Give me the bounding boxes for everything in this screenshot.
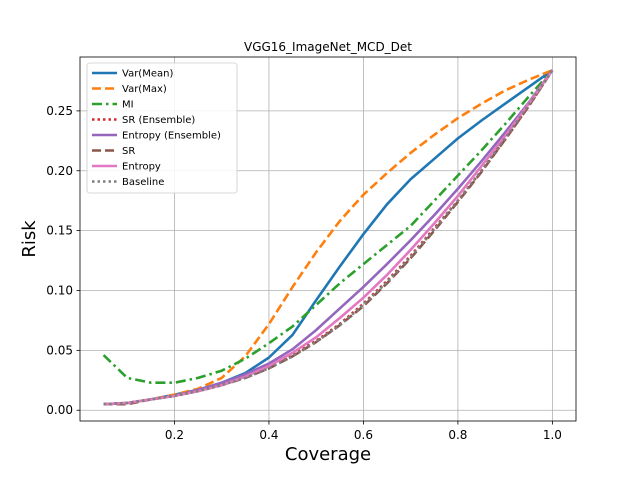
x-axis-title: Coverage — [285, 444, 371, 465]
y-tick-label: 0.00 — [46, 403, 73, 417]
series-layer — [102, 68, 554, 406]
y-tick-label: 0.15 — [46, 224, 73, 238]
legend-label-sr-ensemble: SR (Ensemble) — [122, 115, 195, 126]
x-tick-label: 0.8 — [448, 428, 467, 442]
legend-label-entropy: Entropy — [122, 162, 161, 173]
x-tick-label: 0.4 — [259, 428, 278, 442]
y-tick-label: 0.10 — [46, 283, 73, 297]
legend-label-sr: SR — [122, 146, 135, 157]
x-tick-label: 0.2 — [165, 428, 184, 442]
chart-title: VGG16_ImageNet_MCD_Det — [244, 40, 412, 54]
legend-label-var-mean: Var(Mean) — [122, 69, 173, 80]
legend: Var(Mean) Var(Max) MI SR (Ensemble) Entropy … — [86, 62, 238, 194]
y-tick-label: 0.05 — [46, 343, 73, 357]
legend-label-entropy-ensemble: Entropy (Ensemble) — [122, 131, 221, 142]
legend-label-mi: MI — [122, 100, 134, 111]
axis-ticks: 0.2 0.4 0.6 0.8 1.0 0.00 0.05 0.10 0.15 0.20 0.25 — [46, 104, 562, 442]
y-axis-title: Risk — [19, 220, 40, 258]
plot-frame — [79, 56, 577, 422]
legend-box — [86, 62, 238, 194]
legend-label-baseline: Baseline — [122, 177, 164, 188]
series-line-mi — [102, 69, 554, 385]
series-line-baseline — [103, 69, 554, 406]
y-tick-label: 0.25 — [46, 104, 73, 118]
legend-label-var-max: Var(Max) — [122, 84, 167, 95]
series-line-entropy — [103, 69, 554, 406]
grid — [80, 57, 576, 421]
x-tick-label: 0.6 — [354, 428, 373, 442]
y-tick-label: 0.20 — [46, 164, 73, 178]
series-line-var-max — [103, 68, 553, 406]
x-tick-label: 1.0 — [543, 428, 562, 442]
